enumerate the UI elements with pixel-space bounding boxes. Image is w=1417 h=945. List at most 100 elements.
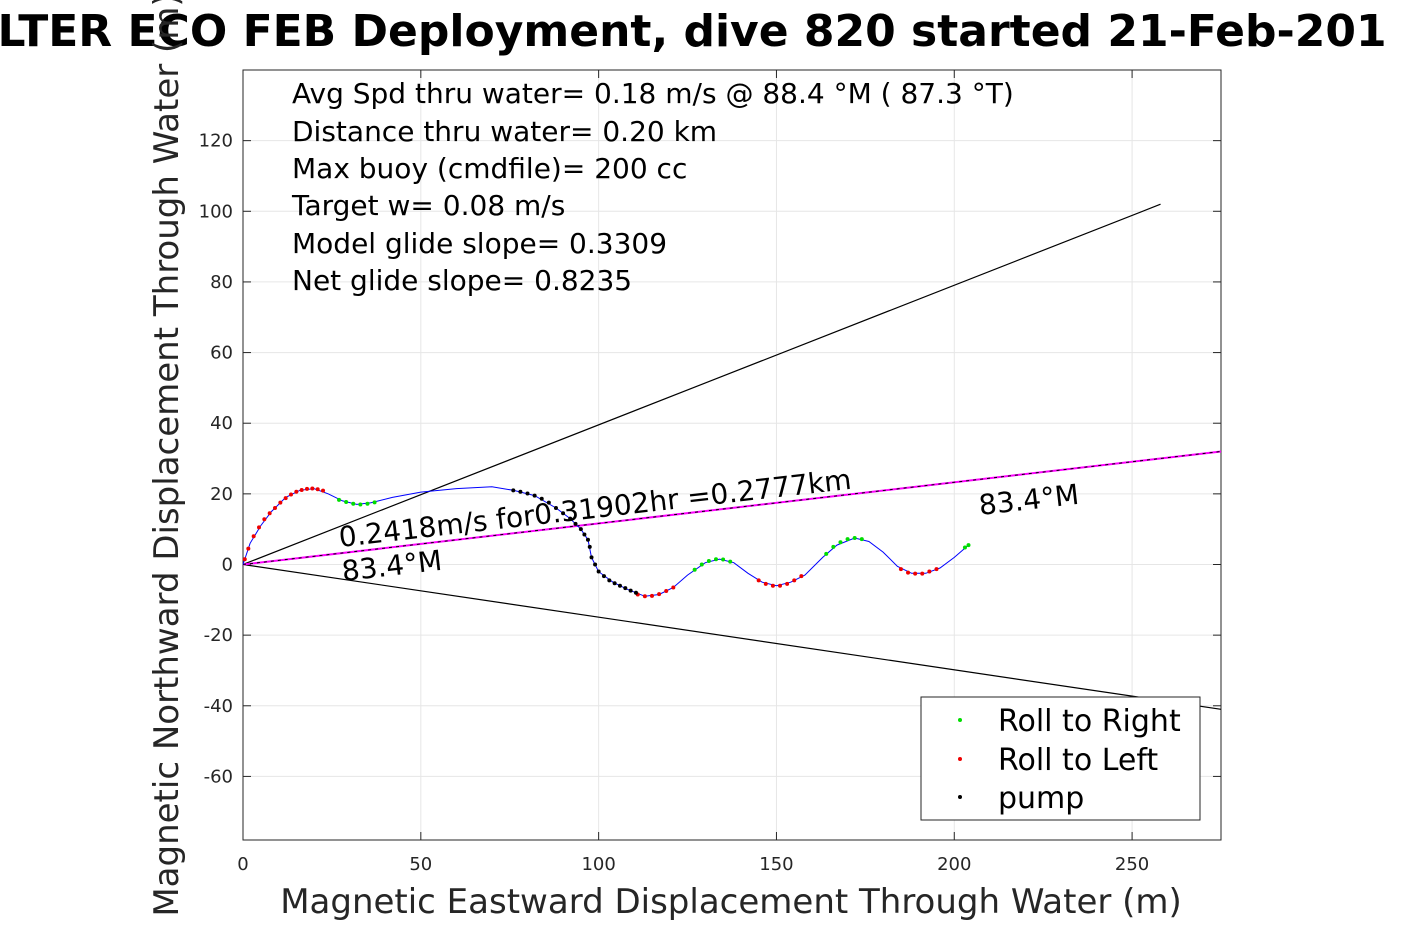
roll-right-point bbox=[699, 562, 704, 567]
roll-left-point bbox=[671, 585, 676, 590]
roll-left-point bbox=[778, 583, 783, 588]
roll-right-point bbox=[845, 537, 850, 542]
info-line-net-glide: Net glide slope= 0.8235 bbox=[292, 264, 632, 297]
roll-left-point bbox=[792, 578, 797, 583]
x-tick-label: 100 bbox=[581, 854, 615, 875]
pump-point bbox=[561, 511, 566, 516]
roll-left-point bbox=[278, 500, 283, 505]
info-text-block: Avg Spd thru water= 0.18 m/s @ 88.4 °M (… bbox=[291, 77, 1014, 297]
x-tick-label: 250 bbox=[1115, 854, 1149, 875]
cone-upper-line bbox=[242, 203, 1161, 566]
legend: Roll to Right Roll to Left pump bbox=[920, 696, 1201, 821]
x-axis-label: Magnetic Eastward Displacement Through W… bbox=[280, 882, 1182, 922]
info-line-target-w: Target w= 0.08 m/s bbox=[291, 189, 565, 222]
roll-right-point bbox=[966, 543, 971, 548]
pump-point bbox=[593, 562, 598, 567]
roll-left-point bbox=[267, 511, 272, 516]
roll-left-point bbox=[283, 496, 288, 501]
roll-right-point bbox=[824, 551, 829, 556]
annotation-heading-far: 83.4°M bbox=[977, 478, 1081, 522]
y-tick-label: -60 bbox=[204, 766, 233, 787]
roll-left-point bbox=[642, 594, 647, 599]
roll-left-point bbox=[799, 574, 804, 579]
roll-left-point bbox=[305, 486, 310, 491]
roll-left-point bbox=[906, 570, 911, 575]
y-tick-label: -20 bbox=[204, 625, 233, 646]
pump-point bbox=[525, 491, 530, 496]
pump-point bbox=[553, 505, 558, 510]
pump-point bbox=[532, 493, 537, 498]
x-tick-label: 150 bbox=[759, 854, 793, 875]
roll-left-point bbox=[664, 588, 669, 593]
pump-point bbox=[633, 590, 638, 595]
chart-title: ALTER ECO FEB Deployment, dive 820 start… bbox=[0, 6, 1387, 57]
info-line-model-glide: Model glide slope= 0.3309 bbox=[292, 227, 667, 260]
roll-left-point bbox=[657, 592, 662, 597]
legend-marker-roll-right bbox=[958, 718, 962, 722]
roll-left-point bbox=[927, 569, 932, 574]
x-tick-label: 50 bbox=[409, 854, 432, 875]
cone-lower-line bbox=[242, 563, 1222, 710]
pump-point bbox=[578, 527, 583, 532]
pump-point bbox=[585, 537, 590, 542]
roll-left-point bbox=[242, 557, 247, 562]
roll-left-point bbox=[913, 571, 918, 576]
roll-right-point bbox=[365, 501, 370, 506]
info-line-avg-speed: Avg Spd thru water= 0.18 m/s @ 88.4 °M (… bbox=[292, 77, 1014, 110]
plot-area-frame bbox=[242, 69, 1222, 841]
roll-left-point bbox=[273, 505, 278, 510]
pump-point bbox=[596, 569, 601, 574]
roll-left-point bbox=[770, 583, 775, 588]
roll-right-point bbox=[706, 558, 711, 563]
pump-point bbox=[589, 555, 594, 560]
roll-right-point bbox=[962, 545, 967, 550]
y-tick-label: 100 bbox=[199, 201, 233, 222]
roll-left-point bbox=[251, 534, 256, 539]
roll-left-point bbox=[294, 489, 299, 494]
roll-right-point bbox=[358, 502, 363, 507]
pump-point bbox=[546, 500, 551, 505]
x-tick-label: 200 bbox=[937, 854, 971, 875]
roll-right-point bbox=[838, 540, 843, 545]
pump-point bbox=[582, 532, 587, 537]
roll-left-point bbox=[246, 546, 251, 551]
roll-right-point bbox=[351, 501, 356, 506]
roll-right-point bbox=[372, 500, 377, 505]
roll-left-point bbox=[934, 567, 939, 572]
y-axis-ticks: -60 -40 -20 0 20 40 60 80 100 120 bbox=[199, 131, 1221, 787]
roll-right-point bbox=[721, 557, 726, 562]
series-layer bbox=[242, 203, 1222, 710]
roll-left-point bbox=[920, 571, 925, 576]
roll-right-point bbox=[713, 557, 718, 562]
heading-line-dash bbox=[242, 450, 1222, 565]
legend-marker-pump bbox=[958, 795, 962, 799]
roll-left-point bbox=[649, 593, 654, 598]
legend-label-pump: pump bbox=[998, 781, 1084, 816]
pump-point bbox=[573, 521, 578, 526]
roll-left-point bbox=[289, 492, 294, 497]
pump-point bbox=[601, 574, 606, 579]
pump-point bbox=[587, 544, 592, 549]
y-tick-label: 0 bbox=[222, 554, 233, 575]
roll-right-point bbox=[852, 536, 857, 541]
roll-left-point bbox=[310, 486, 315, 491]
roll-left-point bbox=[898, 567, 903, 572]
info-line-max-buoy: Max buoy (cmdfile)= 200 cc bbox=[292, 152, 687, 185]
pump-point bbox=[607, 578, 612, 583]
roll-left-point bbox=[299, 487, 304, 492]
roll-right-point bbox=[728, 559, 733, 564]
pump-point bbox=[539, 496, 544, 501]
roll-left-point bbox=[321, 488, 326, 493]
roll-left-point bbox=[763, 581, 768, 586]
x-axis-ticks: 0 50 100 150 200 250 bbox=[237, 70, 1149, 875]
roll-right-point bbox=[337, 497, 342, 502]
roll-left-point bbox=[315, 487, 320, 492]
y-tick-label: 40 bbox=[210, 413, 233, 434]
y-axis-label: Magnetic Northward Displacement Through … bbox=[147, 0, 187, 917]
pump-point bbox=[568, 516, 573, 521]
roll-left-point bbox=[785, 581, 790, 586]
legend-label-roll-right: Roll to Right bbox=[998, 704, 1181, 739]
y-tick-label: 20 bbox=[210, 484, 233, 505]
y-tick-label: -40 bbox=[204, 696, 233, 717]
